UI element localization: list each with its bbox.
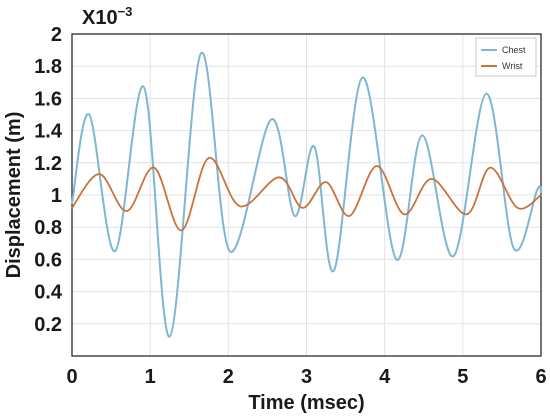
y-tick-label: 1.6: [34, 88, 62, 110]
legend-item-chest: Chest: [481, 45, 526, 55]
y-tick-labels: 0.2 0.4 0.6 0.8 1 1.2 1.4 1.6 1.8 2: [34, 24, 63, 336]
y-axis-multiplier: X10−3: [82, 4, 132, 29]
x-tick-label: 4: [379, 366, 391, 388]
y-axis-multiplier-base: X10: [82, 7, 118, 29]
grid-layer: [71, 33, 542, 356]
y-tick-label: 1: [51, 185, 62, 207]
legend-label: Chest: [502, 45, 526, 55]
y-tick-label: 0.4: [34, 282, 63, 304]
series-layer: [71, 52, 542, 338]
x-tick-label: 6: [535, 366, 546, 388]
legend-label: Wrist: [502, 61, 523, 71]
x-axis-title: Time (msec): [248, 392, 364, 414]
y-tick-label: 1.4: [34, 121, 63, 143]
legend: Chest Wrist: [475, 37, 537, 77]
y-tick-label: 2: [51, 24, 62, 46]
x-tick-label: 2: [223, 366, 234, 388]
series-line-chest: [71, 52, 542, 338]
y-axis-multiplier-exponent: −3: [118, 4, 133, 19]
y-tick-label: 0.8: [34, 217, 62, 239]
series-line-wrist: [71, 157, 542, 232]
legend-box: [475, 37, 537, 77]
y-tick-label: 0.6: [34, 249, 62, 271]
x-tick-label: 0: [66, 366, 77, 388]
y-axis-title: Displacement (m): [3, 112, 25, 279]
x-tick-label: 5: [457, 366, 468, 388]
y-tick-label: 1.2: [34, 153, 62, 175]
legend-items: Chest Wrist: [481, 45, 526, 71]
x-tick-label: 3: [301, 366, 312, 388]
x-tick-labels: 0 1 2 3 4 5 6: [66, 366, 546, 388]
y-tick-label: 0.2: [34, 314, 62, 336]
y-tick-label: 1.8: [34, 56, 62, 78]
legend-item-wrist: Wrist: [481, 61, 523, 71]
x-tick-label: 1: [145, 366, 156, 388]
